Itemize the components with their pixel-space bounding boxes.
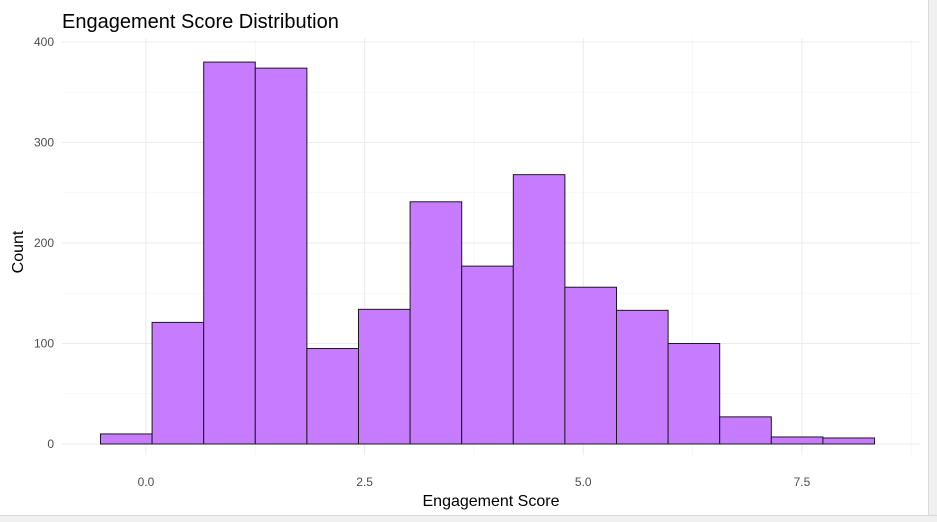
y-tick-label: 100: [34, 337, 54, 351]
histogram-bar: [357, 308, 411, 445]
histogram-bar: [822, 437, 876, 445]
histogram-bar: [512, 174, 566, 445]
x-tick-label: 7.5: [794, 475, 811, 489]
y-tick-label: 200: [34, 236, 54, 250]
window-bottom-edge: [0, 515, 937, 522]
chart-title: Engagement Score Distribution: [62, 11, 339, 33]
histogram-bar: [616, 309, 669, 445]
window-right-edge: [928, 0, 937, 522]
x-tick-label: 5.0: [575, 475, 592, 489]
histogram-bar: [719, 416, 772, 445]
histogram-bar: [461, 265, 514, 445]
y-tick-label: 0: [47, 437, 54, 451]
y-axis-label: Count: [10, 230, 27, 273]
histogram-bar: [409, 201, 463, 445]
histogram-bar: [564, 286, 618, 445]
y-tick-label: 300: [34, 136, 54, 150]
x-tick-label: 0.0: [138, 475, 155, 489]
histogram-bar: [770, 436, 824, 445]
histogram-bar: [99, 433, 153, 445]
histogram-bar: [306, 348, 359, 445]
y-tick-label: 400: [34, 35, 54, 49]
histogram-bars: [99, 61, 876, 445]
x-axis-label: Engagement Score: [423, 493, 560, 510]
histogram-bar: [254, 67, 308, 445]
histogram-bar: [667, 343, 721, 445]
histogram-bar: [203, 61, 256, 445]
axis-tick-labels: 0.0 2.5 5.0 7.5 0 100 200 300 400: [34, 35, 811, 489]
histogram-bar: [151, 321, 205, 445]
x-tick-label: 2.5: [356, 475, 373, 489]
